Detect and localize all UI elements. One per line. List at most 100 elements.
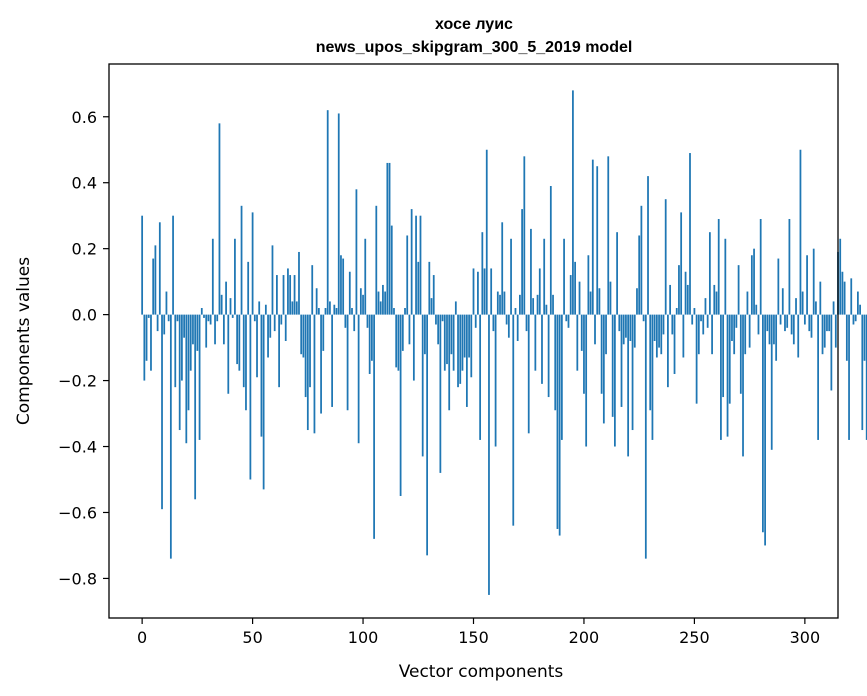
bar-271 — [739, 314, 742, 394]
chart-title-line2: news_upos_skipgram_300_5_2019 model — [316, 39, 633, 56]
bar-111 — [386, 162, 389, 315]
bar-222 — [631, 314, 634, 431]
bar-191 — [563, 238, 565, 315]
bar-212 — [609, 281, 612, 315]
bar-149 — [470, 314, 473, 378]
bar-114 — [393, 308, 395, 315]
bar-29 — [205, 314, 208, 348]
bar-199 — [580, 314, 583, 351]
bar-116 — [397, 314, 400, 371]
bar-316 — [839, 238, 842, 315]
bar-39 — [227, 314, 230, 394]
bar-253 — [700, 314, 702, 322]
bar-81 — [320, 314, 322, 414]
bar-242 — [675, 308, 678, 315]
bar-307 — [819, 281, 822, 315]
bar-179 — [536, 294, 539, 315]
bar-227 — [642, 314, 645, 322]
bar-23 — [192, 314, 194, 345]
bar-226 — [640, 205, 643, 315]
bar-281 — [762, 314, 764, 533]
bar-119 — [404, 308, 406, 315]
bar-259 — [713, 284, 716, 315]
bar-208 — [600, 314, 603, 394]
bar-105 — [373, 314, 375, 539]
bar-18 — [181, 314, 183, 381]
bar-65 — [284, 314, 287, 341]
bar-202 — [587, 255, 590, 315]
bar-201 — [585, 314, 588, 447]
bar-120 — [406, 235, 409, 315]
bar-321 — [850, 278, 853, 315]
bar-303 — [810, 314, 813, 338]
bar-40 — [229, 298, 232, 315]
bar-80 — [317, 308, 320, 315]
bar-291 — [784, 314, 786, 332]
bar-243 — [678, 265, 680, 315]
bar-12 — [167, 314, 170, 322]
bar-234 — [658, 314, 660, 348]
bar-0 — [141, 215, 144, 315]
bar-7 — [156, 314, 159, 332]
bar-70 — [295, 301, 298, 315]
bar-270 — [737, 265, 740, 315]
bar-280 — [759, 218, 762, 315]
bar-278 — [755, 304, 758, 315]
bar-225 — [638, 235, 641, 315]
bar-197 — [576, 314, 579, 371]
bar-series — [141, 90, 867, 595]
bar-255 — [704, 298, 707, 315]
bar-99 — [359, 288, 362, 315]
bar-235 — [660, 314, 663, 355]
bar-237 — [664, 199, 667, 315]
bar-219 — [625, 314, 627, 338]
bar-68 — [291, 301, 294, 315]
bar-257 — [708, 232, 711, 315]
bar-158 — [490, 268, 493, 315]
bar-260 — [715, 291, 718, 315]
bar-155 — [483, 268, 486, 315]
bar-183 — [545, 304, 548, 315]
bar-282 — [764, 314, 766, 546]
bar-33 — [214, 314, 216, 345]
bar-320 — [848, 314, 850, 440]
bar-273 — [744, 314, 747, 355]
x-axis-label: Vector components — [399, 662, 564, 682]
bar-95 — [351, 308, 353, 315]
bar-203 — [589, 291, 592, 315]
y-tick-label: −0.6 — [58, 503, 97, 522]
bar-121 — [408, 314, 411, 345]
bar-327 — [863, 314, 866, 361]
bar-133 — [435, 314, 437, 325]
bar-269 — [735, 314, 738, 328]
bar-152 — [477, 271, 479, 315]
bar-324 — [857, 291, 859, 315]
bar-76 — [309, 314, 311, 388]
bar-91 — [342, 258, 345, 315]
bar-240 — [671, 314, 674, 335]
bar-150 — [472, 268, 475, 315]
bar-156 — [485, 149, 488, 315]
bar-172 — [521, 209, 523, 315]
bar-45 — [240, 205, 243, 315]
bar-299 — [801, 291, 804, 315]
bar-19 — [183, 314, 185, 338]
bar-63 — [280, 314, 283, 325]
bar-128 — [424, 314, 426, 355]
bar-207 — [598, 288, 601, 315]
bar-288 — [777, 258, 780, 315]
bar-279 — [757, 314, 760, 335]
bar-1 — [143, 314, 146, 381]
bar-290 — [781, 288, 784, 315]
bar-106 — [375, 205, 378, 315]
bar-310 — [826, 314, 828, 332]
bar-298 — [799, 149, 802, 315]
bar-26 — [198, 314, 201, 440]
bar-10 — [163, 314, 166, 335]
bar-217 — [620, 314, 623, 407]
bar-223 — [633, 314, 636, 348]
y-tick-label: 0.4 — [72, 174, 97, 193]
bar-220 — [627, 314, 630, 457]
bar-72 — [300, 314, 303, 355]
